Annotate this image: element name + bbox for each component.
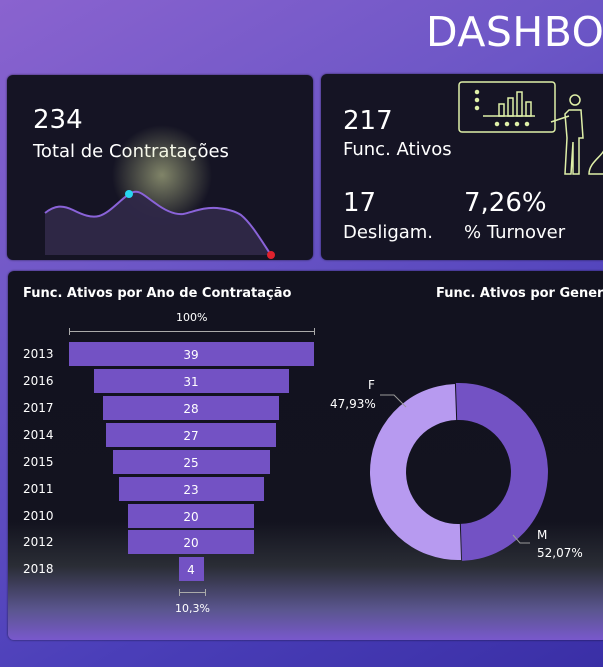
sparkline-line — [44, 190, 272, 256]
funnel-year-2013: 2013 — [23, 347, 54, 361]
sparkline-chart — [44, 125, 275, 259]
kpi-card-ativos[interactable]: 217 Func. Ativos 17 Desligam. 7,26% % Tu… — [321, 74, 603, 260]
turnover-label: % Turnover — [464, 222, 566, 243]
funnel-value-2012: 20 — [183, 536, 199, 550]
donut-leader-m — [512, 534, 530, 544]
charts-panel: Func. Ativos por Ano de Contratação Func… — [8, 271, 603, 640]
funnel-year-2018: 2018 — [23, 562, 54, 576]
donut-label-f: F — [368, 378, 375, 392]
funnel-year-2017: 2017 — [23, 401, 54, 415]
funnel-year-2016: 2016 — [23, 374, 54, 388]
funnel-year-2014: 2014 — [23, 428, 54, 442]
donut-pct-f: 47,93% — [330, 397, 376, 411]
donut-label-m: M — [537, 528, 548, 542]
kpi-card-contratacoes[interactable]: 234 Total de Contratações — [7, 75, 313, 260]
donut-leader-f — [380, 394, 407, 408]
funnel-bar-2017[interactable] — [103, 396, 279, 420]
donut-slice-f — [370, 384, 462, 560]
funnel-year-2010: 2010 — [23, 509, 54, 523]
funnel-bar-2014[interactable] — [106, 423, 276, 447]
funnel-bar-2016[interactable] — [94, 369, 289, 393]
funnel-value-2010: 20 — [183, 510, 199, 524]
funnel-value-2015: 25 — [183, 456, 199, 470]
donut-slice-m — [455, 383, 548, 561]
funnel-year-2011: 2011 — [23, 482, 54, 496]
turnover-value: 7,26% — [464, 188, 547, 218]
donut-chart[interactable] — [8, 271, 603, 640]
funnel-bar-2011[interactable] — [119, 477, 264, 501]
funnel-value-2016: 31 — [183, 375, 199, 389]
funnel-value-2013: 39 — [183, 348, 199, 362]
donut-title: Func. Ativos por Genero — [436, 286, 603, 301]
funnel-bar-2013[interactable] — [69, 342, 314, 366]
funnel-value-2014: 27 — [183, 429, 199, 443]
funnel-top-line — [69, 331, 314, 332]
funnel-bar-2010[interactable] — [128, 504, 254, 528]
funnel-bottom-percent: 10,3% — [175, 602, 210, 615]
funnel-year-2015: 2015 — [23, 455, 54, 469]
desligamentos-value: 17 — [343, 188, 377, 218]
func-ativos-label: Func. Ativos — [343, 139, 452, 160]
donut-pct-m: 52,07% — [537, 546, 583, 560]
funnel-value-2011: 23 — [183, 483, 199, 497]
sparkline-max-marker — [125, 190, 133, 198]
sparkline-area — [45, 191, 271, 255]
funnel-bar-2012[interactable] — [128, 530, 254, 554]
funnel-title: Func. Ativos por Ano de Contratação — [23, 286, 292, 301]
funnel-bar-2018[interactable] — [179, 557, 204, 581]
func-ativos-value: 217 — [343, 106, 393, 136]
presentation-illustration-icon — [458, 81, 603, 175]
funnel-year-2012: 2012 — [23, 535, 54, 549]
funnel-value-2018: 4 — [187, 563, 195, 577]
page-title: DASHBOARD — [426, 8, 603, 56]
funnel-bottom-line — [179, 592, 205, 593]
funnel-bar-2015[interactable] — [113, 450, 270, 474]
total-contratacoes-value: 234 — [33, 105, 83, 135]
funnel-value-2017: 28 — [183, 402, 199, 416]
sparkline-last-marker — [267, 251, 275, 259]
desligamentos-label: Desligam. — [343, 222, 434, 243]
funnel-top-percent: 100% — [176, 311, 208, 324]
